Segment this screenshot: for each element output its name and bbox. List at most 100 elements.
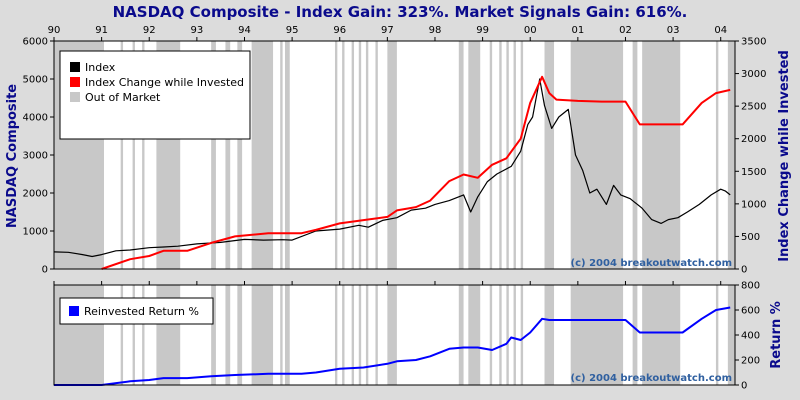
out-of-market-band xyxy=(132,285,135,385)
out-of-market-band xyxy=(225,285,231,385)
out-of-market-band xyxy=(458,285,464,385)
out-of-market-band xyxy=(632,41,638,269)
x-tick-label: 98 xyxy=(429,25,442,36)
out-of-market-band xyxy=(142,41,145,269)
out-of-market-band xyxy=(642,285,681,385)
legend-label-out-of-market: Out of Market xyxy=(85,91,161,104)
out-of-market-band xyxy=(284,41,290,269)
out-of-market-band xyxy=(375,41,378,269)
out-of-market-band xyxy=(211,285,216,385)
out-of-market-band xyxy=(132,41,135,269)
right-y-tick-label: 1500 xyxy=(741,167,766,178)
out-of-market-band xyxy=(251,41,274,269)
x-tick-label: 91 xyxy=(95,25,108,36)
series-line-index xyxy=(53,78,731,258)
out-of-market-band xyxy=(358,285,362,385)
chart-title: NASDAQ Composite - Index Gain: 323%. Mar… xyxy=(113,3,688,21)
top-legend: Index Index Change while Invested Out of… xyxy=(59,50,251,140)
right-y-tick-label: 2500 xyxy=(741,102,766,113)
out-of-market-band xyxy=(280,285,283,385)
bottom-right-axis-title: Return % xyxy=(769,301,784,369)
top-series xyxy=(53,75,731,270)
out-of-market-band xyxy=(120,285,124,385)
out-of-market-band xyxy=(513,41,516,269)
legend-swatch-invested xyxy=(70,77,80,87)
bottom-series xyxy=(54,306,731,386)
out-of-market-band xyxy=(715,41,719,269)
x-tick-label: 99 xyxy=(476,25,489,36)
out-of-market-band xyxy=(544,41,555,269)
left-axis-title: NASDAQ Composite xyxy=(5,84,20,228)
out-of-market-band xyxy=(632,285,638,385)
out-of-market-band xyxy=(520,285,524,385)
out-of-market-band xyxy=(120,41,124,269)
out-of-market-band xyxy=(351,285,355,385)
out-of-market-band xyxy=(520,41,524,269)
x-tick-label: 01 xyxy=(571,25,584,36)
out-of-market-band xyxy=(334,41,338,269)
out-of-market-band xyxy=(544,285,555,385)
return-y-tick-label: 800 xyxy=(741,281,760,292)
out-of-market-band xyxy=(727,41,735,269)
return-y-tick-label: 0 xyxy=(741,381,747,392)
out-of-market-band xyxy=(468,41,481,269)
top-axis-ticks: 0 1000 2000 3000 4000 5000 6000 0 500 1000 1500 200… xyxy=(23,37,767,276)
x-tick-label: 96 xyxy=(333,25,346,36)
left-y-tick-label: 5000 xyxy=(23,75,48,86)
legend-swatch-index xyxy=(70,62,80,72)
x-tick-label: 97 xyxy=(381,25,394,36)
x-tick-label: 90 xyxy=(48,25,61,36)
out-of-market-band xyxy=(334,285,338,385)
left-y-tick-label: 3000 xyxy=(23,151,48,162)
out-of-market-band xyxy=(570,41,624,269)
out-of-market-band xyxy=(642,41,681,269)
out-of-market-band xyxy=(387,285,397,385)
return-y-tick-label: 200 xyxy=(741,356,760,367)
right-y-tick-label: 3000 xyxy=(741,69,766,80)
right-axis-title: Index Change while Invested xyxy=(777,50,792,262)
right-y-tick-label: 500 xyxy=(741,232,760,243)
series-line-invested xyxy=(101,75,731,270)
out-of-market-band xyxy=(365,41,369,269)
out-of-market-band xyxy=(225,41,231,269)
out-of-market-band xyxy=(499,285,502,385)
left-y-tick-label: 1000 xyxy=(23,227,48,238)
left-y-tick-label: 2000 xyxy=(23,189,48,200)
legend-swatch-return xyxy=(69,306,79,316)
x-tick-label: 94 xyxy=(238,25,251,36)
out-of-market-band xyxy=(468,285,481,385)
x-tick-label: 92 xyxy=(143,25,156,36)
out-of-market-band xyxy=(513,285,516,385)
out-of-market-band xyxy=(284,285,290,385)
x-tick-label: 03 xyxy=(667,25,680,36)
out-of-market-band xyxy=(499,41,502,269)
out-of-market-band xyxy=(342,285,345,385)
out-of-market-band xyxy=(211,41,216,269)
out-of-market-band xyxy=(237,285,243,385)
out-of-market-band xyxy=(570,285,624,385)
out-of-market-band xyxy=(506,285,509,385)
out-of-market-band xyxy=(358,41,362,269)
x-axis-ticks: 90 91 92 93 94 95 96 97 98 99 00 01 02 03 04 xyxy=(48,25,727,285)
x-tick-label: 04 xyxy=(714,25,727,36)
out-of-market-band xyxy=(351,41,355,269)
out-of-market-band xyxy=(489,285,493,385)
bottom-legend: Reinvested Return % xyxy=(59,297,214,325)
return-y-tick-label: 400 xyxy=(741,331,760,342)
out-of-market-band xyxy=(375,285,378,385)
right-y-tick-label: 3500 xyxy=(741,37,766,48)
right-y-tick-label: 2000 xyxy=(741,134,766,145)
out-of-market-band xyxy=(280,41,283,269)
legend-swatch-out-of-market xyxy=(70,92,80,102)
bottom-copyright-annotation: (c) 2004 breakoutwatch.com xyxy=(571,373,732,384)
x-tick-label: 95 xyxy=(286,25,299,36)
out-of-market-band xyxy=(342,41,345,269)
left-y-tick-label: 6000 xyxy=(23,37,48,48)
series-line-return xyxy=(54,306,731,386)
out-of-market-band xyxy=(458,41,464,269)
out-of-market-band xyxy=(489,41,493,269)
right-y-tick-label: 1000 xyxy=(741,199,766,210)
out-of-market-band xyxy=(142,285,145,385)
bottom-axis-ticks: 0 200 400 600 800 xyxy=(735,281,760,392)
